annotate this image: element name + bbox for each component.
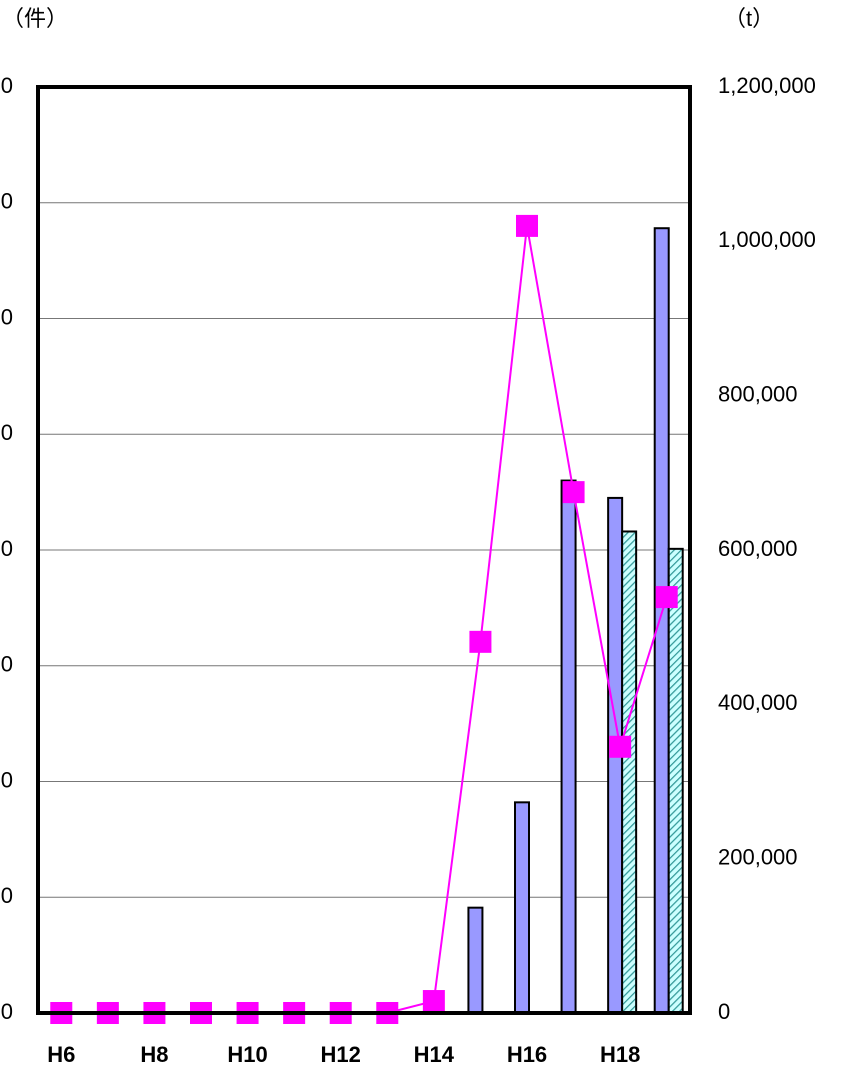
line-marker (422, 990, 445, 1013)
line-marker (516, 214, 538, 237)
x-tick-label: H12 (321, 1042, 361, 1067)
y-tick-label: 600 (0, 304, 13, 329)
x-tick-label: H14 (414, 1042, 455, 1067)
y-tick-label: 300 (0, 652, 13, 677)
line-marker (655, 586, 678, 609)
y2-tick-label: 800,000 (718, 381, 798, 406)
y2-tick-label: 200,000 (718, 844, 798, 869)
x-tick-label: H8 (140, 1042, 168, 1067)
line-marker (609, 735, 632, 758)
y-tick-label: 200 (0, 767, 13, 792)
y2-tick-label: 600,000 (718, 536, 798, 561)
bar (467, 906, 484, 1014)
bar (514, 801, 530, 1015)
y-tick-label: 700 (0, 189, 13, 214)
x-tick-label: H16 (507, 1042, 547, 1067)
bar (560, 479, 577, 1014)
bar (621, 530, 638, 1014)
y2-tick-label: 1,000,000 (718, 227, 816, 252)
y2-tick-label: 0 (718, 999, 730, 1024)
bar (653, 227, 670, 1014)
line-marker (562, 481, 585, 504)
y-axis-title: （件） (2, 6, 68, 31)
bar (667, 547, 684, 1015)
x-tick-label: H18 (600, 1042, 640, 1067)
y2-tick-label: 400,000 (718, 690, 798, 715)
y2-tick-label: 1,200,000 (718, 73, 816, 98)
plot-frame (36, 85, 692, 1015)
line-marker (469, 630, 492, 653)
y-tick-label: 500 (0, 420, 13, 445)
y-tick-label: 100 (0, 883, 13, 908)
x-tick-label: H10 (227, 1042, 267, 1067)
y-tick-label: 800 (0, 73, 13, 98)
y2-axis-title: （t） (724, 6, 774, 31)
y-tick-label: 0 (1, 999, 13, 1024)
y-tick-label: 400 (0, 536, 13, 561)
x-tick-label: H6 (47, 1042, 75, 1067)
